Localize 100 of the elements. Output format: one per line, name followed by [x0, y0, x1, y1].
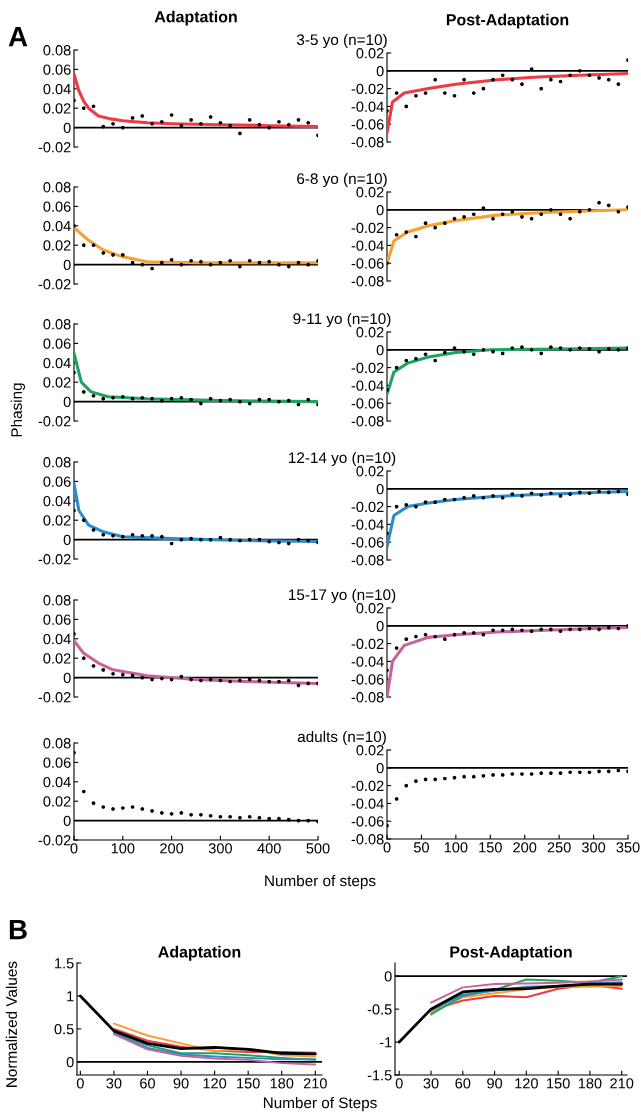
point [491, 628, 495, 633]
point [414, 356, 418, 361]
point [228, 123, 232, 128]
point [91, 664, 96, 668]
y-tick-label: 0.08 [43, 738, 71, 749]
chart-title: Adaptation [158, 945, 241, 961]
chart-title: Post-Adaptation [450, 945, 572, 961]
point [91, 528, 96, 532]
point [606, 77, 611, 82]
point [471, 91, 476, 95]
y-tick-label: 0 [376, 204, 384, 216]
point [150, 266, 154, 271]
point [462, 215, 466, 219]
point [414, 234, 418, 239]
point [189, 258, 193, 263]
point [150, 533, 154, 538]
y-tick-label: 0.04 [43, 495, 71, 507]
point [587, 73, 592, 78]
point [101, 805, 106, 809]
x-tick-label: 90 [173, 1078, 189, 1089]
point [529, 491, 534, 496]
point [443, 350, 447, 355]
y-tick-label: -0.08 [351, 834, 384, 845]
line-series [74, 72, 318, 129]
y-tick-label: 0.08 [43, 457, 71, 468]
point [443, 221, 447, 225]
point [577, 209, 582, 214]
y-tick-label: 0.06 [43, 338, 71, 349]
y-tick-label: -0.04 [351, 798, 384, 809]
point [101, 532, 106, 537]
y-tick-label: 0.06 [43, 476, 71, 487]
x-tick-label: 180 [270, 1078, 294, 1089]
point [491, 216, 495, 221]
point [510, 492, 515, 496]
point [306, 397, 311, 402]
point [587, 207, 592, 212]
x-tick-label: 150 [547, 1078, 570, 1089]
point [616, 347, 621, 352]
y-tick-label: 0.02 [43, 515, 71, 526]
point [140, 533, 145, 538]
point [606, 203, 611, 208]
point [443, 497, 447, 502]
y-tick-label: -0.06 [351, 398, 384, 409]
y-axis-title: Normalized Values [5, 961, 17, 1087]
point [481, 206, 486, 210]
x-tick-label: 250 [547, 842, 571, 853]
point [462, 77, 466, 82]
point [81, 789, 86, 794]
point [91, 104, 96, 109]
point [549, 627, 553, 632]
point [520, 772, 524, 776]
point [228, 397, 232, 402]
point [433, 500, 438, 504]
y-tick-label: 0.06 [43, 201, 71, 212]
point [286, 678, 291, 683]
point [587, 347, 592, 351]
y-tick-label: 0.04 [43, 83, 71, 95]
point [414, 779, 418, 783]
point [404, 230, 409, 234]
point [433, 358, 438, 363]
y-tick-label: 0 [376, 620, 384, 632]
point [491, 349, 495, 354]
y-tick-label: 0 [63, 672, 71, 684]
point [286, 817, 291, 822]
y-tick-label: -0.08 [351, 692, 384, 703]
line-series [74, 639, 318, 685]
point [169, 257, 174, 262]
y-tick-label: -0.08 [351, 555, 384, 566]
point [160, 534, 164, 539]
point [267, 679, 272, 684]
y-tick-label: 0.02 [356, 603, 384, 614]
point [130, 396, 135, 401]
point [277, 816, 281, 821]
point [443, 91, 447, 95]
point [539, 212, 544, 217]
x-tick-label: 50 [413, 842, 429, 853]
point [140, 675, 145, 680]
y-tick-label: 0 [66, 1056, 74, 1068]
point [597, 200, 601, 205]
point [529, 67, 534, 71]
line-series [387, 71, 628, 135]
point [199, 401, 203, 406]
point [228, 679, 232, 684]
point [81, 243, 86, 248]
point [169, 113, 174, 117]
y-tick-label: -0.02 [38, 835, 71, 846]
x-tick-label: 60 [455, 1078, 471, 1089]
point [606, 347, 611, 351]
point [91, 243, 96, 248]
point [577, 627, 582, 632]
point [568, 216, 572, 221]
point [111, 253, 115, 257]
point [306, 120, 311, 125]
point [160, 398, 164, 403]
point [568, 347, 572, 352]
point [462, 631, 466, 635]
point [471, 494, 476, 498]
point [81, 518, 86, 523]
y-tick-label: 0.04 [43, 776, 71, 788]
y-tick-label: -0.04 [351, 519, 384, 530]
